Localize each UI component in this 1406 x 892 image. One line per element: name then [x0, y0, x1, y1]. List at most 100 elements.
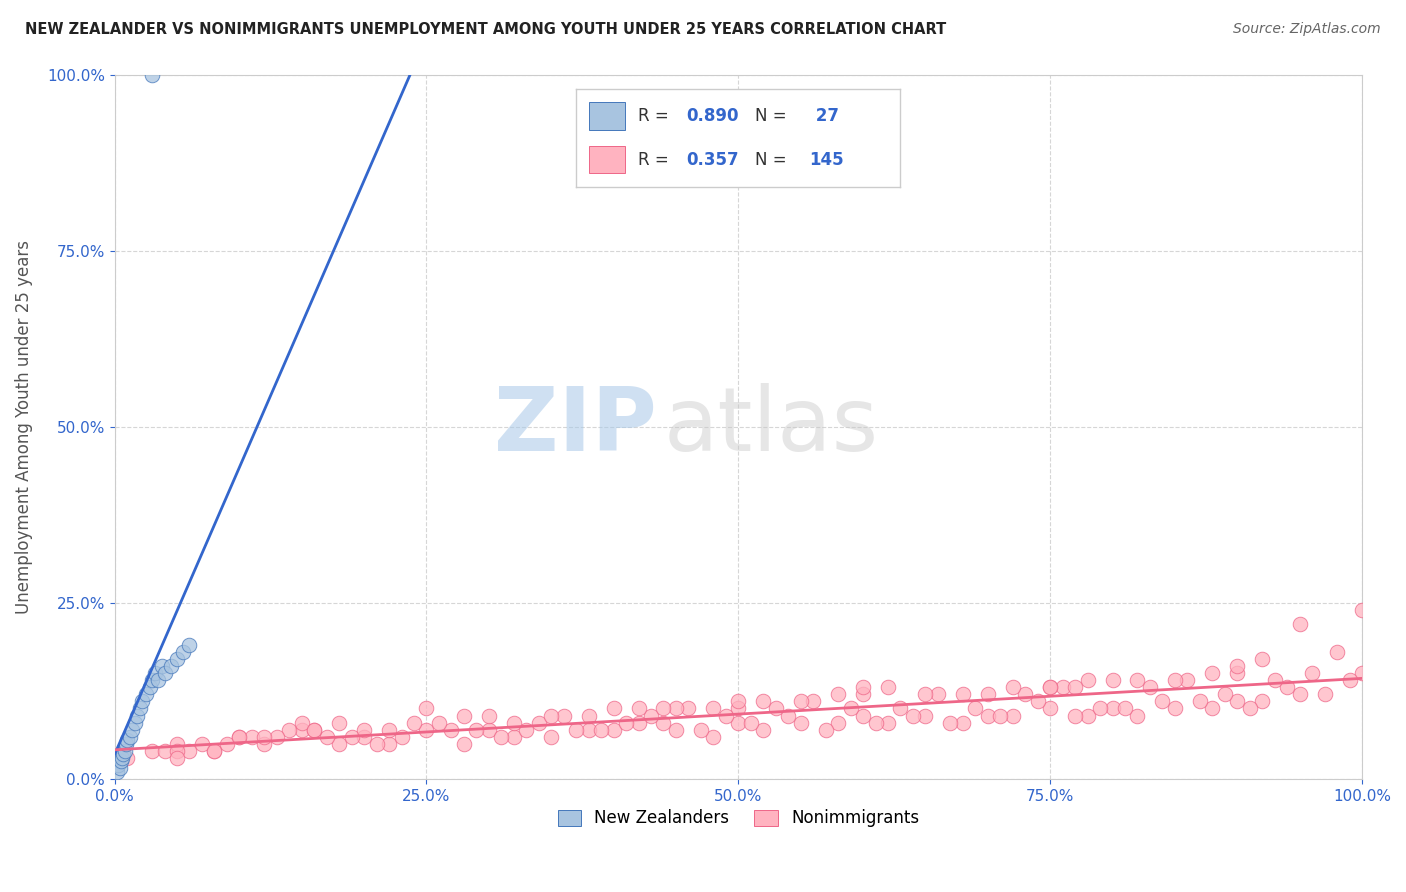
- Point: [141, 68, 163, 82]
- Point: [138, 681, 160, 695]
- Point: [515, 723, 537, 737]
- Point: [391, 730, 413, 744]
- Point: [702, 701, 724, 715]
- Y-axis label: Unemployment Among Youth under 25 years: Unemployment Among Youth under 25 years: [15, 240, 32, 614]
- Point: [1288, 616, 1310, 631]
- Point: [1064, 708, 1087, 723]
- Point: [202, 744, 225, 758]
- Point: [427, 715, 450, 730]
- Point: [727, 701, 749, 715]
- Point: [1213, 687, 1236, 701]
- Point: [852, 681, 875, 695]
- Point: [202, 744, 225, 758]
- Point: [602, 701, 624, 715]
- Text: NEW ZEALANDER VS NONIMMIGRANTS UNEMPLOYMENT AMONG YOUTH UNDER 25 YEARS CORRELATI: NEW ZEALANDER VS NONIMMIGRANTS UNEMPLOYM…: [25, 22, 946, 37]
- Point: [1039, 701, 1062, 715]
- Point: [952, 715, 974, 730]
- Point: [839, 701, 862, 715]
- Point: [988, 708, 1011, 723]
- Point: [914, 687, 936, 701]
- Point: [814, 723, 837, 737]
- Point: [153, 666, 176, 681]
- Point: [1226, 694, 1249, 708]
- Point: [614, 715, 637, 730]
- Point: [939, 715, 962, 730]
- Point: [1164, 673, 1187, 688]
- Point: [112, 747, 135, 762]
- Point: [877, 681, 900, 695]
- Point: [789, 694, 811, 708]
- Point: [627, 701, 650, 715]
- Point: [1175, 673, 1198, 688]
- Point: [453, 708, 475, 723]
- Point: [778, 708, 800, 723]
- Point: [366, 737, 388, 751]
- Point: [491, 730, 513, 744]
- Legend: New Zealanders, Nonimmigrants: New Zealanders, Nonimmigrants: [551, 803, 925, 834]
- Point: [328, 715, 350, 730]
- Point: [125, 708, 148, 723]
- Point: [591, 723, 613, 737]
- Point: [143, 666, 166, 681]
- Point: [121, 723, 143, 737]
- Point: [302, 723, 325, 737]
- Point: [602, 723, 624, 737]
- Point: [1251, 694, 1274, 708]
- Point: [889, 701, 911, 715]
- Point: [179, 638, 201, 652]
- Point: [689, 723, 711, 737]
- Point: [502, 715, 524, 730]
- Point: [115, 751, 138, 765]
- Point: [1039, 681, 1062, 695]
- Point: [553, 708, 575, 723]
- Point: [1001, 681, 1024, 695]
- Point: [914, 708, 936, 723]
- Point: [540, 730, 562, 744]
- Point: [228, 730, 250, 744]
- Point: [378, 723, 401, 737]
- Point: [1101, 673, 1123, 688]
- Point: [1052, 681, 1074, 695]
- Point: [141, 744, 163, 758]
- Point: [291, 715, 314, 730]
- Point: [1351, 603, 1374, 617]
- Point: [1126, 708, 1149, 723]
- Point: [1351, 666, 1374, 681]
- Text: ZIP: ZIP: [495, 384, 657, 470]
- Point: [1301, 666, 1323, 681]
- Point: [465, 723, 488, 737]
- Point: [141, 673, 163, 688]
- Point: [378, 737, 401, 751]
- Point: [752, 723, 775, 737]
- Point: [665, 701, 688, 715]
- Point: [540, 708, 562, 723]
- Point: [977, 687, 1000, 701]
- Point: [752, 694, 775, 708]
- Point: [150, 659, 173, 673]
- Point: [565, 723, 588, 737]
- Point: [253, 730, 276, 744]
- Point: [1001, 708, 1024, 723]
- Point: [453, 737, 475, 751]
- Text: Source: ZipAtlas.com: Source: ZipAtlas.com: [1233, 22, 1381, 37]
- Point: [415, 723, 437, 737]
- Point: [128, 701, 150, 715]
- Point: [977, 708, 1000, 723]
- Point: [1088, 701, 1111, 715]
- Point: [114, 744, 136, 758]
- Point: [1101, 701, 1123, 715]
- Point: [135, 687, 157, 701]
- Point: [1014, 687, 1036, 701]
- Point: [1139, 681, 1161, 695]
- Point: [402, 715, 425, 730]
- Point: [1114, 701, 1136, 715]
- Point: [440, 723, 463, 737]
- Point: [1039, 681, 1062, 695]
- Point: [1226, 666, 1249, 681]
- Point: [131, 694, 153, 708]
- Point: [191, 737, 214, 751]
- Point: [153, 744, 176, 758]
- Point: [1164, 701, 1187, 715]
- Point: [302, 723, 325, 737]
- Point: [1201, 701, 1223, 715]
